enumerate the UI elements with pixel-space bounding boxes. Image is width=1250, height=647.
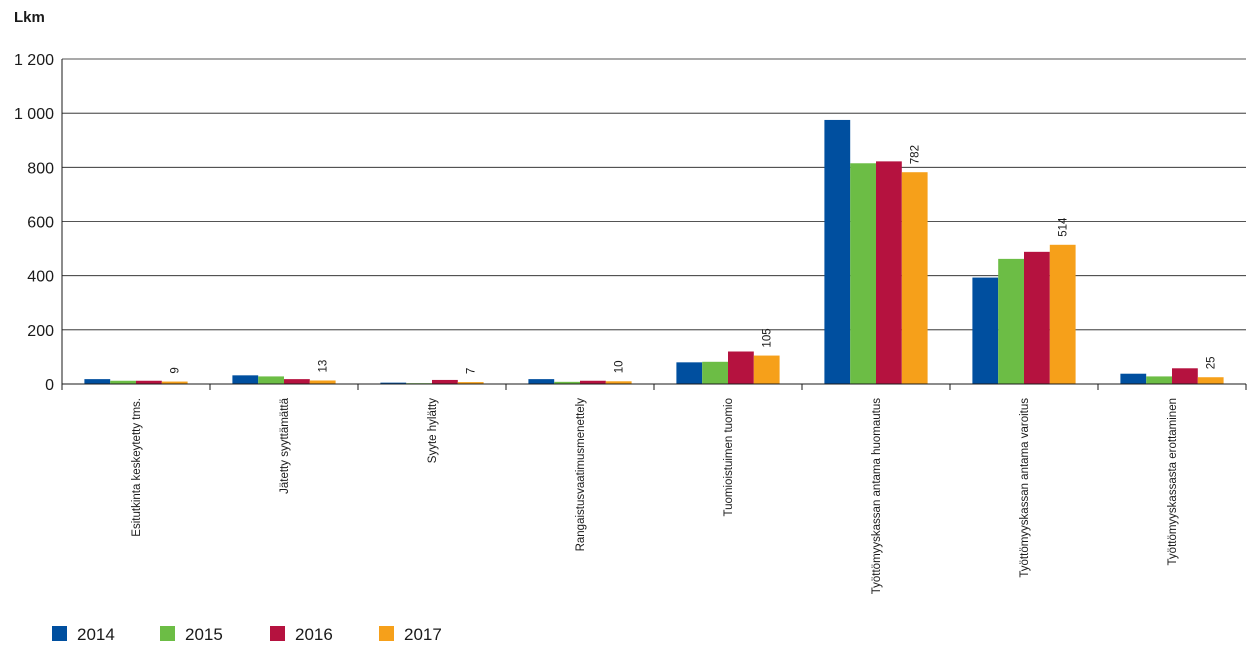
bar-2015 xyxy=(258,376,284,384)
bar-2015 xyxy=(110,380,136,384)
bar-2016 xyxy=(1024,251,1050,384)
bar-2014 xyxy=(380,382,407,384)
legend-swatch-2015 xyxy=(160,626,175,641)
y-tick-labels: 0 200 400 600 800 1 000 1 200 xyxy=(14,52,54,394)
legend-label-2017: 2017 xyxy=(404,625,442,644)
x-tick-label: Työttömyyskassan antama huomautus xyxy=(871,398,883,594)
legend-swatch-2017 xyxy=(379,626,394,641)
legend-label-2015: 2015 xyxy=(185,625,223,644)
bar-2015 xyxy=(554,381,580,384)
data-label: 25 xyxy=(1206,356,1218,369)
bar-2017 xyxy=(753,355,780,384)
data-label: 782 xyxy=(910,145,922,164)
axes xyxy=(61,59,1247,390)
bar-2017 xyxy=(1049,244,1076,384)
legend-label-2016: 2016 xyxy=(295,625,333,644)
data-label: 7 xyxy=(466,368,478,374)
bar-2017 xyxy=(457,382,484,384)
legend-swatch-2014 xyxy=(52,626,67,641)
bar-2014 xyxy=(676,362,703,384)
data-label: 9 xyxy=(170,367,182,373)
legend-label-2014: 2014 xyxy=(77,625,115,644)
y-tick-label: 400 xyxy=(27,269,54,286)
x-tick-label: Työttömyyskassan antama varoitus xyxy=(1019,398,1031,578)
bar-2014 xyxy=(972,277,999,384)
y-tick-label: 600 xyxy=(27,215,54,232)
bar-2014 xyxy=(528,379,555,384)
x-tick-labels: Esitutkinta keskeytetty tms. Jätetty syyt… xyxy=(131,397,1179,594)
x-tick-label: Tuomioistuimen tuomio xyxy=(723,398,735,516)
bar-2015 xyxy=(850,163,876,384)
data-label: 105 xyxy=(762,328,774,347)
bar-2017 xyxy=(309,380,336,384)
y-tick-label: 1 000 xyxy=(14,106,54,123)
bar-2015 xyxy=(702,361,728,384)
bar-2017 xyxy=(1197,377,1224,384)
data-label: 514 xyxy=(1058,217,1070,237)
data-label: 10 xyxy=(614,360,626,373)
x-tick-label: Esitutkinta keskeytetty tms. xyxy=(131,398,143,537)
bar-2014 xyxy=(824,119,851,384)
x-tick-label: Rangaistusvaatimusmenettely xyxy=(575,398,587,552)
bar-2016 xyxy=(1172,368,1198,384)
legend: 2014 2015 2016 2017 xyxy=(52,625,442,644)
bar-2017 xyxy=(901,172,928,384)
bar-2014 xyxy=(232,375,259,384)
legend-swatch-2016 xyxy=(270,626,285,641)
y-tick-label: 0 xyxy=(45,377,54,394)
bar-2016 xyxy=(876,161,902,384)
x-tick-label: Syyte hylätty xyxy=(427,398,439,463)
bar-2014 xyxy=(1120,373,1147,384)
data-labels: 9 13 7 10 105 782 514 25 xyxy=(170,145,1218,374)
x-tick-label: Jätetty syyttämättä xyxy=(279,397,291,493)
y-tick-label: 200 xyxy=(27,323,54,340)
bar-2015 xyxy=(1146,376,1172,384)
bar-2016 xyxy=(580,380,606,384)
bar-2016 xyxy=(284,379,310,384)
bar-2016 xyxy=(136,380,162,384)
bar-2014 xyxy=(84,379,111,384)
bars xyxy=(84,119,1224,384)
y-axis-label: Lkm xyxy=(14,9,45,26)
bar-2016 xyxy=(728,351,754,384)
bar-2017 xyxy=(605,381,632,384)
y-tick-label: 1 200 xyxy=(14,52,54,69)
y-tick-label: 800 xyxy=(27,160,54,177)
x-tick-label: Työttömyyskassasta erottaminen xyxy=(1167,398,1179,565)
bar-2015 xyxy=(998,258,1024,384)
bar-2016 xyxy=(432,379,458,384)
bar-2017 xyxy=(161,381,188,384)
data-label: 13 xyxy=(318,360,330,373)
